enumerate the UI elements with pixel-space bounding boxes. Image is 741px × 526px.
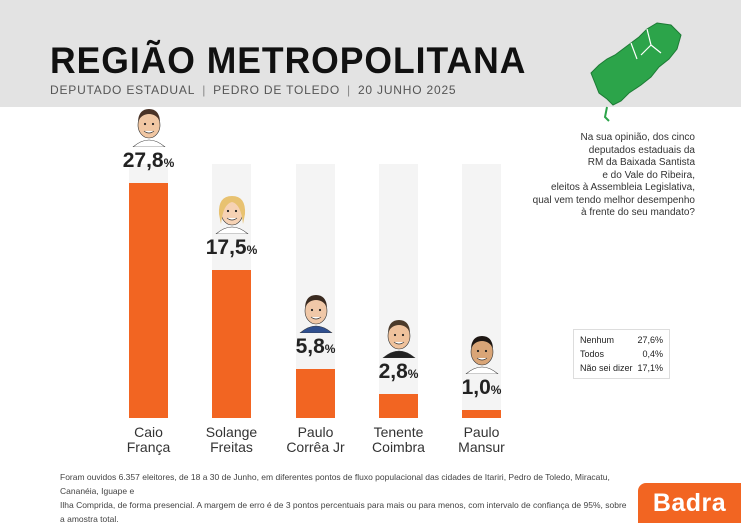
candidate-portrait-icon xyxy=(294,289,338,334)
bar-track xyxy=(462,164,501,418)
candidate-portrait-icon xyxy=(210,190,254,235)
category-label: Paulo Corrêa Jr xyxy=(286,424,345,455)
subtitle-city: PEDRO DE TOLEDO xyxy=(213,83,341,97)
subtitle: DEPUTADO ESTADUAL | PEDRO DE TOLEDO | 20 JUN… xyxy=(50,83,457,97)
page-title: REGIÃO METROPOLITANA xyxy=(50,40,527,81)
bar-4 xyxy=(462,409,501,418)
category-label: Solange Freitas xyxy=(205,424,258,455)
candidate-portrait-icon xyxy=(377,314,421,359)
others-row-nao-sei: Não sei dizer 17,1% xyxy=(580,363,663,373)
candidate-portrait-icon xyxy=(127,103,171,147)
data-label: 27,8% xyxy=(122,148,175,172)
data-label: 17,5% xyxy=(205,235,258,259)
data-label: 1,0% xyxy=(461,375,502,399)
bar-track xyxy=(379,164,418,418)
category-label: Caio França xyxy=(126,424,171,455)
data-label: 5,8% xyxy=(295,334,336,358)
brand-logo: Badra xyxy=(638,483,741,523)
bar-1 xyxy=(212,269,251,418)
subtitle-date: 20 JUNHO 2025 xyxy=(357,83,457,97)
footnote: Foram ouvidos 6.357 eleitores, de 18 a 3… xyxy=(60,472,627,524)
data-label: 2,8% xyxy=(378,360,419,384)
bar-2 xyxy=(296,368,335,418)
others-table: Nenhum 27,6% Todos 0,4% Não sei dizer 17,1% xyxy=(573,329,670,379)
region-map-icon xyxy=(590,22,682,122)
survey-question: Na sua opinião, dos cinco deputados esta… xyxy=(532,132,695,218)
bar-0 xyxy=(129,182,168,418)
category-label: Paulo Mansur xyxy=(458,424,505,455)
others-row-todos: Todos 0,4% xyxy=(580,349,663,359)
candidate-portrait-icon xyxy=(460,330,504,374)
bar-3 xyxy=(379,394,418,418)
subtitle-office: DEPUTADO ESTADUAL xyxy=(50,83,196,97)
category-label: Tenente Coimbra xyxy=(372,424,425,455)
others-row-nenhum: Nenhum 27,6% xyxy=(580,335,663,345)
